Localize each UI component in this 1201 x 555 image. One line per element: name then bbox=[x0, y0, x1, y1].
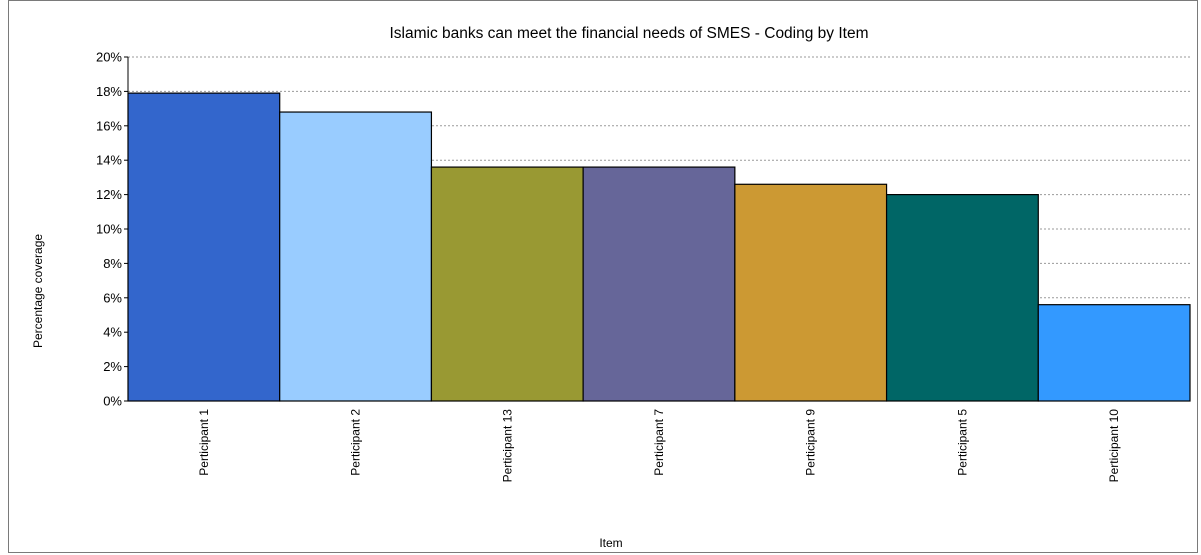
y-tick-label: 20% bbox=[96, 50, 122, 65]
bars bbox=[127, 92, 1191, 402]
bar bbox=[127, 92, 281, 402]
x-tick-label: Perticipant 13 bbox=[500, 409, 514, 483]
x-tick-label: Perticipant 5 bbox=[955, 409, 969, 476]
y-tick-label: 8% bbox=[103, 256, 122, 271]
bar bbox=[885, 194, 1039, 402]
x-tick-labels: Perticipant 1 Perticipant 2 Perticipant 13… bbox=[197, 409, 1121, 483]
axes bbox=[124, 56, 1190, 402]
bar bbox=[734, 183, 888, 402]
y-tick-label: 4% bbox=[103, 325, 122, 340]
x-tick-label: Perticipant 10 bbox=[1107, 409, 1121, 483]
y-tick-label: 6% bbox=[103, 290, 122, 305]
x-tick-label: Perticipant 7 bbox=[652, 409, 666, 476]
chart-title: Islamic banks can meet the financial nee… bbox=[389, 25, 868, 42]
y-tick-labels: 0% 2% 4% 6% 8% 10% 12% 14% 16% 18% 20% bbox=[96, 50, 122, 409]
y-tick-label: 0% bbox=[103, 394, 122, 409]
y-tick-label: 10% bbox=[96, 222, 122, 237]
y-axis-title: Percentage coverage bbox=[31, 234, 45, 348]
y-tick-label: 18% bbox=[96, 84, 122, 99]
y-tick-label: 14% bbox=[96, 153, 122, 168]
x-axis-title: Item bbox=[599, 536, 622, 550]
chart-frame: Islamic banks can meet the financial nee… bbox=[8, 0, 1198, 553]
y-tick-label: 2% bbox=[103, 359, 122, 374]
bar bbox=[279, 111, 433, 402]
bar bbox=[582, 166, 736, 402]
x-tick-label: Perticipant 9 bbox=[804, 409, 818, 476]
bar bbox=[1037, 304, 1191, 402]
y-tick-label: 16% bbox=[96, 118, 122, 133]
x-tick-label: Perticipant 2 bbox=[349, 409, 363, 476]
bar bbox=[430, 166, 584, 402]
x-tick-label: Perticipant 1 bbox=[197, 409, 211, 476]
bar-chart: Islamic banks can meet the financial nee… bbox=[31, 25, 1191, 550]
y-tick-label: 12% bbox=[96, 187, 122, 202]
